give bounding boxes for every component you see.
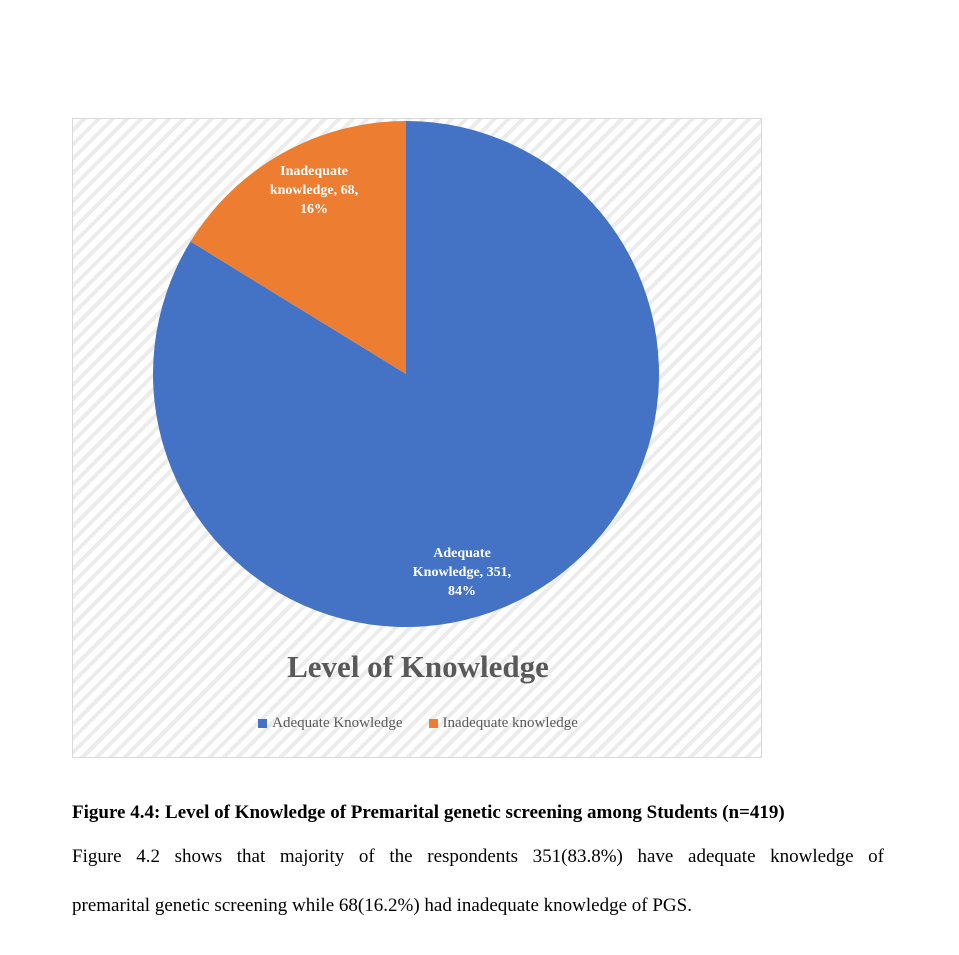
legend-label: Inadequate knowledge	[442, 715, 578, 731]
label-line: 84%	[448, 584, 476, 599]
paragraph-line: Figure 4.2 shows that majority of the re…	[72, 846, 884, 867]
chart-title: Level of Knowledge	[287, 649, 549, 684]
chart-area: Adequate Knowledge, 351, 84% Inadequate …	[72, 118, 762, 758]
paragraph-line: premarital genetic screening while 68(16…	[72, 895, 692, 916]
label-line: Knowledge, 351,	[412, 565, 512, 580]
pie-slice-inadequate	[190, 121, 406, 374]
data-label-adequate: Adequate Knowledge, 351, 84%	[387, 544, 537, 601]
figure-caption: Figure 4.4: Level of Knowledge of Premar…	[72, 802, 785, 823]
legend-swatch	[428, 719, 438, 728]
legend-label: Adequate Knowledge	[272, 715, 403, 731]
label-line: 16%	[300, 202, 328, 217]
legend-swatch	[258, 719, 268, 728]
label-line: Inadequate	[280, 164, 348, 179]
label-line: knowledge, 68,	[269, 183, 359, 198]
legend-item-adequate: Adequate Knowledge	[258, 715, 403, 732]
label-line: Adequate	[433, 546, 491, 561]
legend: Adequate Knowledge Inadequate knowledge	[73, 715, 763, 732]
legend-item-inadequate: Inadequate knowledge	[428, 715, 578, 732]
pie-chart	[152, 121, 659, 627]
data-label-inadequate: Inadequate knowledge, 68, 16%	[239, 162, 389, 219]
